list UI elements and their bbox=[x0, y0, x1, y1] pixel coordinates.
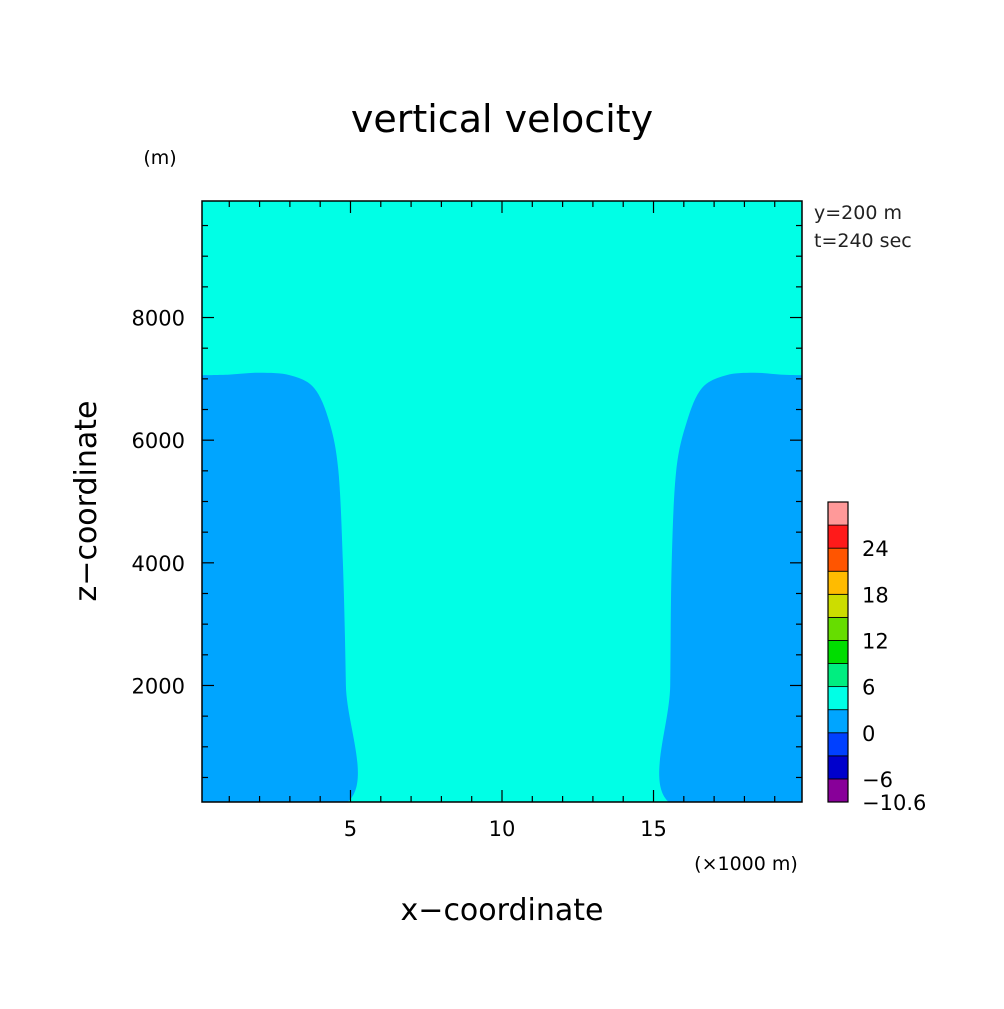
y-tick-label: 4000 bbox=[132, 552, 185, 576]
x-tick-label: 5 bbox=[344, 817, 357, 841]
colorbar-segment bbox=[827, 732, 849, 757]
y-unit-label: (m) bbox=[143, 147, 176, 169]
colorbar-segment bbox=[827, 709, 849, 734]
colorbar-segment bbox=[827, 616, 849, 641]
x-axis-label: x−coordinate bbox=[401, 893, 604, 928]
colorbar-segment bbox=[827, 640, 849, 664]
chart-title: vertical velocity bbox=[351, 97, 653, 141]
colorbar-segment bbox=[827, 524, 849, 549]
colorbar-label: 12 bbox=[862, 629, 889, 653]
colorbar-frame bbox=[827, 501, 849, 803]
colorbar-segment bbox=[827, 755, 849, 780]
y-slice-annotation: y=200 m bbox=[814, 202, 902, 224]
colorbar-label: −10.6 bbox=[862, 791, 926, 815]
colorbar-segment bbox=[827, 501, 849, 526]
colorbar-segment bbox=[827, 663, 849, 688]
y-tick-label: 6000 bbox=[132, 429, 185, 453]
colorbar-label: 24 bbox=[862, 537, 889, 561]
plot-area: 5 10 15 2000 4000 6000 8000 bbox=[132, 200, 803, 841]
y-tick-label: 2000 bbox=[132, 674, 185, 698]
y-axis-label: z−coordinate bbox=[69, 401, 104, 602]
colorbar-segment bbox=[827, 686, 849, 711]
colorbar: 24 18 12 6 0 −6−10.6 bbox=[827, 501, 926, 815]
colorbar-label: 0 bbox=[862, 722, 875, 746]
colorbar-segment bbox=[827, 593, 849, 618]
x-tick-label: 15 bbox=[640, 817, 667, 841]
x-unit-label: (×1000 m) bbox=[694, 853, 798, 875]
colorbar-segment bbox=[827, 547, 849, 572]
right-downdraft-region bbox=[659, 372, 802, 802]
x-tick-label: 10 bbox=[489, 817, 516, 841]
left-downdraft-region bbox=[202, 372, 358, 802]
tick-marks bbox=[202, 201, 802, 802]
colorbar-label: 6 bbox=[862, 676, 875, 700]
colorbar-segment bbox=[827, 778, 849, 803]
time-annotation: t=240 sec bbox=[814, 230, 912, 252]
colorbar-label: −6 bbox=[862, 768, 893, 792]
colorbar-segment bbox=[827, 570, 849, 595]
y-tick-label: 8000 bbox=[132, 307, 185, 331]
colorbar-label: 18 bbox=[862, 583, 889, 607]
